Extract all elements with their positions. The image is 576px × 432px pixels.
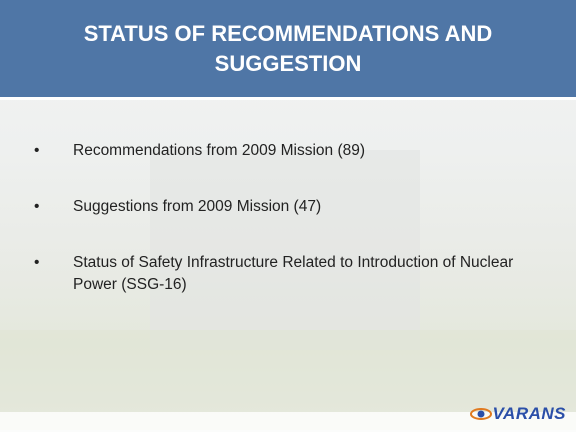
bullet: Recommendations from 2009 Mission (89)	[30, 140, 550, 162]
bullet: Suggestions from 2009 Mission (47)	[30, 196, 550, 218]
title: STATUS OF RECOMMENDATIONS AND SUGGESTION	[53, 19, 523, 79]
logo-icon	[470, 406, 492, 422]
bullet-list: Recommendations from 2009 Mission (89) S…	[30, 140, 550, 330]
bullet: Status of Safety Infrastructure Related …	[30, 252, 550, 296]
logo-text: VARANS	[492, 404, 566, 424]
slide: STATUS OF RECOMMENDATIONS AND SUGGESTION…	[0, 0, 576, 432]
header: STATUS OF RECOMMENDATIONS AND SUGGESTION	[0, 0, 576, 100]
logo: VARANS	[470, 404, 566, 424]
